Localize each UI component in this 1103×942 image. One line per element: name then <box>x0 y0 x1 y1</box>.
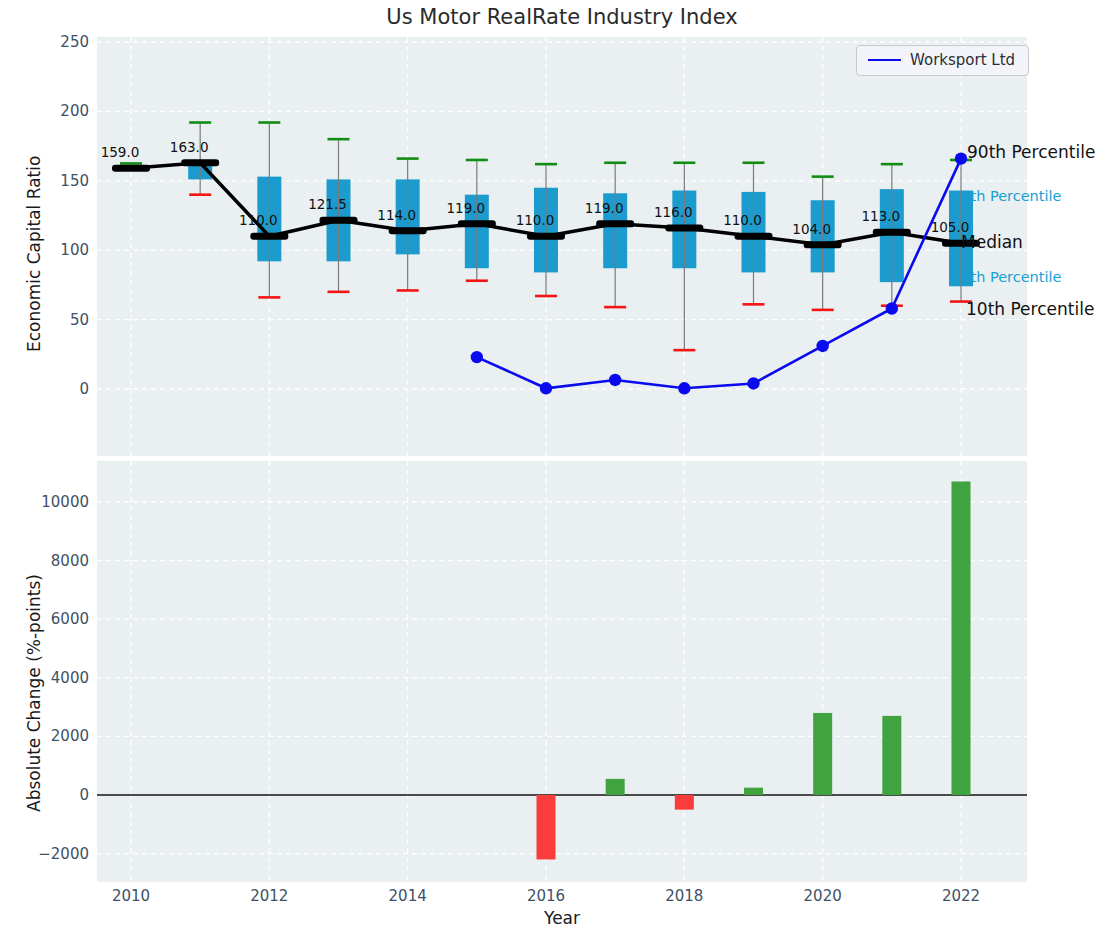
figure: Us Motor RealRate Industry Index Economi… <box>0 0 1103 942</box>
annotation-90th-percentile: 90th Percentile <box>967 142 1095 162</box>
median-value-label: 116.0 <box>654 204 693 220</box>
annotation-median: Median <box>961 232 1023 252</box>
median-value-label: 113.0 <box>862 208 901 224</box>
y-tick-label: 50 <box>37 310 89 330</box>
median-bar <box>320 217 358 224</box>
worksport-marker <box>955 152 967 164</box>
annotation-10th-percentile: 10th Percentile <box>966 299 1094 319</box>
x-axis-label: Year <box>97 908 1027 928</box>
worksport-marker <box>471 351 483 363</box>
worksport-marker <box>609 374 621 386</box>
worksport-marker <box>816 340 828 352</box>
median-value-label: 104.0 <box>792 221 831 237</box>
y-tick-label: 200 <box>37 101 89 121</box>
median-bar <box>804 241 842 248</box>
median-bar <box>596 220 634 227</box>
median-value-label: 119.0 <box>585 200 624 216</box>
median-value-label: 119.0 <box>447 200 486 216</box>
worksport-marker <box>886 302 898 314</box>
median-value-label: 121.5 <box>308 196 347 212</box>
median-bar <box>181 159 219 166</box>
y-tick-label: 10000 <box>37 492 89 512</box>
legend-line-swatch <box>868 59 901 61</box>
x-tick-label: 2016 <box>516 886 576 906</box>
median-bar <box>250 233 288 240</box>
y-tick-label: 150 <box>37 171 89 191</box>
bottom-panel-bars <box>97 461 1027 882</box>
bar-positive <box>813 713 832 795</box>
median-bar <box>735 233 773 240</box>
y-tick-label: 0 <box>37 785 89 805</box>
y-tick-label: 4000 <box>37 668 89 688</box>
bar-positive <box>744 788 763 795</box>
bar-negative <box>675 795 694 810</box>
bar-positive <box>952 481 971 795</box>
median-bar <box>873 229 911 236</box>
y-tick-label: 100 <box>37 240 89 260</box>
y-tick-label: −2000 <box>37 844 89 864</box>
worksport-marker <box>540 382 552 394</box>
y-tick-label: 8000 <box>37 551 89 571</box>
median-bar <box>527 233 565 240</box>
top-panel-boxplot: 159.0 163.0 110.0 121.5 114.0 119.0 110.0 119.0… <box>97 37 1027 456</box>
top-panel-data: 159.0 163.0 110.0 121.5 114.0 119.0 110.0 119.0… <box>97 37 1027 456</box>
median-value-label: 114.0 <box>377 207 416 223</box>
bottom-panel-data <box>97 461 1027 882</box>
worksport-marker <box>747 377 759 389</box>
chart-title: Us Motor RealRate Industry Index <box>97 5 1027 29</box>
x-tick-label: 2014 <box>378 886 438 906</box>
median-bar <box>665 224 703 231</box>
legend[interactable]: Worksport Ltd <box>856 45 1029 76</box>
median-bar <box>458 220 496 227</box>
y-tick-label: 6000 <box>37 609 89 629</box>
median-bar <box>112 165 150 172</box>
median-value-label: 163.0 <box>170 139 209 155</box>
y-tick-label: 0 <box>37 379 89 399</box>
x-tick-label: 2012 <box>239 886 299 906</box>
bar-positive <box>606 779 625 795</box>
x-tick-label: 2020 <box>793 886 853 906</box>
median-bar <box>389 227 427 234</box>
worksport-marker <box>678 382 690 394</box>
x-tick-label: 2018 <box>654 886 714 906</box>
bar-negative <box>537 795 556 859</box>
median-value-label: 159.0 <box>101 144 140 160</box>
legend-label: Worksport Ltd <box>910 51 1015 69</box>
median-value-label: 110.0 <box>516 212 555 228</box>
x-tick-label: 2022 <box>931 886 991 906</box>
y-tick-label: 2000 <box>37 726 89 746</box>
y-tick-label: 250 <box>37 32 89 52</box>
median-value-label: 110.0 <box>239 212 278 228</box>
bar-positive <box>882 716 901 795</box>
median-value-label: 110.0 <box>723 212 762 228</box>
x-tick-label: 2010 <box>101 886 161 906</box>
